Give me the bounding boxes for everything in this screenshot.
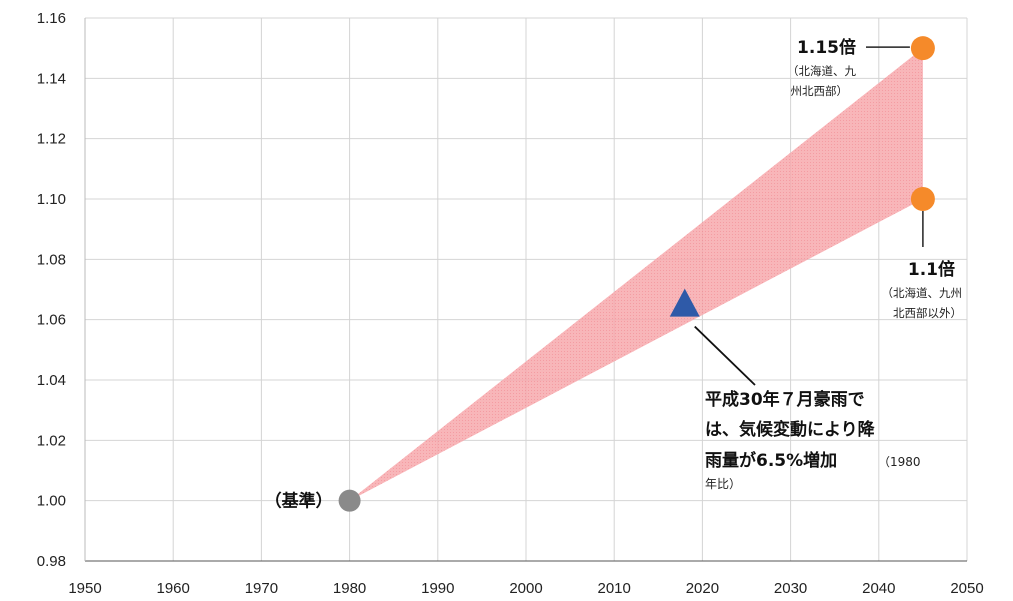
x-tick-label: 2050	[950, 580, 983, 597]
note-line-2: は、気候変動により降	[705, 419, 876, 440]
y-tick-label: 1.08	[37, 251, 66, 268]
upper-point	[910, 36, 935, 61]
x-tick-label: 1950	[68, 580, 101, 597]
lower-point	[910, 187, 935, 211]
y-tick-label: 1.04	[37, 372, 66, 389]
y-tick-label: 1.02	[37, 432, 66, 449]
y-tick-label: 1.16	[37, 10, 66, 27]
upper-label: 1.15倍	[797, 37, 856, 58]
axes: 1950 1960 1970 1980 1990 2000 2010 2020 2030 2040…	[37, 10, 984, 597]
note-line-3-small: （1980	[878, 455, 921, 469]
x-tick-label: 2040	[862, 580, 895, 597]
x-tick-label: 2000	[509, 580, 542, 597]
x-tick-label: 1980	[333, 580, 366, 597]
x-tick-label: 1960	[157, 580, 190, 597]
x-tick-label: 2010	[598, 580, 631, 597]
note-line-4: 年比）	[705, 477, 741, 491]
upper-sublabel-2: 州北西部）	[791, 84, 849, 98]
note-line-1: 平成30年７月豪雨で	[705, 389, 865, 410]
x-tick-label: 1990	[421, 580, 454, 597]
x-tick-label: 2030	[774, 580, 807, 597]
band-layer	[349, 48, 923, 501]
triangle-leader-line	[694, 325, 756, 386]
increase-band	[349, 48, 923, 501]
lower-sublabel-1: （北海道、九州	[882, 286, 963, 300]
marks	[338, 36, 935, 512]
y-tick-label: 1.12	[37, 131, 66, 148]
lower-sublabel-2: 北西部以外）	[893, 306, 962, 320]
upper-sublabel-1: （北海道、九	[787, 64, 856, 78]
note-line-3: 雨量が6.5%増加	[705, 450, 837, 471]
grid	[84, 17, 968, 562]
baseline-point	[338, 489, 361, 512]
y-tick-label: 0.98	[37, 553, 66, 570]
x-tick-label: 2020	[686, 580, 719, 597]
lower-label: 1.1倍	[908, 259, 955, 280]
y-tick-label: 1.00	[37, 493, 66, 510]
x-tick-label: 1970	[245, 580, 278, 597]
y-tick-label: 1.06	[37, 312, 66, 329]
observed-triangle	[669, 288, 700, 317]
baseline-label: （基準）	[265, 491, 333, 512]
y-tick-label: 1.14	[37, 70, 66, 87]
y-tick-label: 1.10	[37, 191, 66, 208]
